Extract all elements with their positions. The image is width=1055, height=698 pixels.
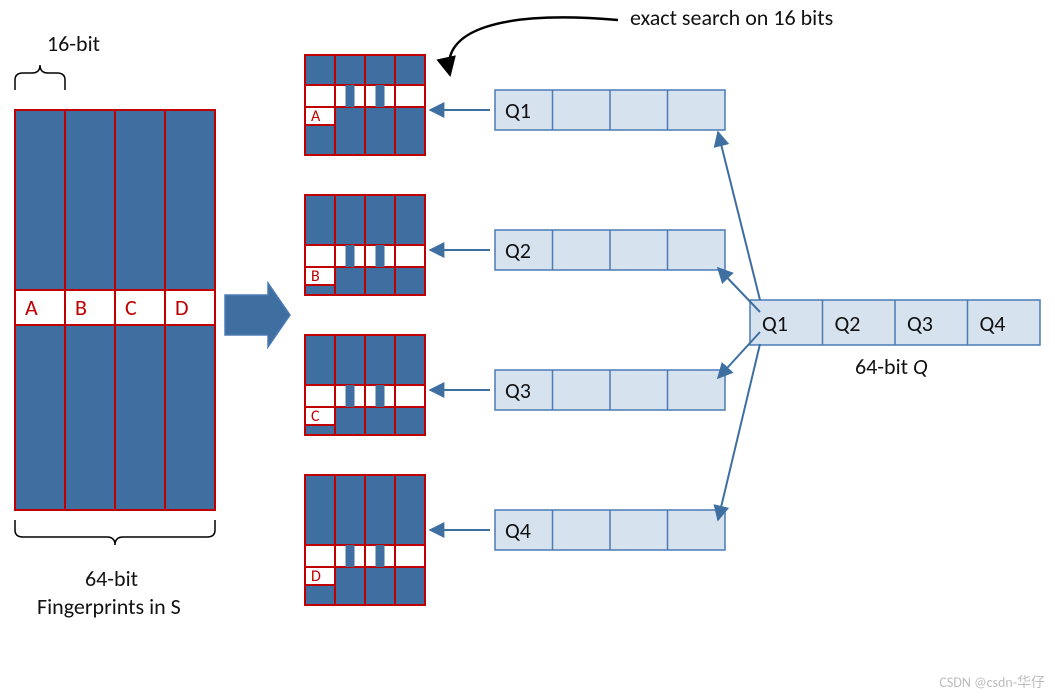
svg-text:Q2: Q2 — [505, 237, 531, 264]
col-label-B: B — [75, 294, 87, 321]
col-label-C: C — [125, 294, 137, 321]
svg-text:Q4: Q4 — [505, 517, 531, 544]
svg-text:D: D — [311, 567, 321, 586]
svg-text:A: A — [311, 107, 321, 126]
svg-text:Q1: Q1 — [505, 97, 531, 124]
svg-text:Q2: Q2 — [835, 310, 861, 337]
block-arrow — [225, 283, 290, 347]
svg-text:C: C — [311, 407, 320, 426]
sixteen-bit-label: 16-bit — [47, 30, 100, 57]
q-caption: 64-bit Q — [855, 353, 928, 380]
svg-text:Q1: Q1 — [762, 310, 788, 337]
fingerprints-line2: Fingerprints in S — [37, 593, 181, 620]
svg-text:Q4: Q4 — [980, 310, 1006, 337]
top-annotation: exact search on 16 bits — [630, 4, 833, 31]
svg-text:B: B — [311, 267, 320, 286]
col-label-A: A — [25, 294, 38, 321]
col-label-D: D — [175, 294, 189, 321]
svg-text:Q3: Q3 — [907, 310, 933, 337]
svg-text:Q3: Q3 — [505, 377, 531, 404]
fingerprints-line1: 64-bit — [85, 565, 138, 592]
watermark: CSDN @csdn-华仔 — [939, 672, 1045, 692]
curved-arrow — [449, 17, 618, 75]
